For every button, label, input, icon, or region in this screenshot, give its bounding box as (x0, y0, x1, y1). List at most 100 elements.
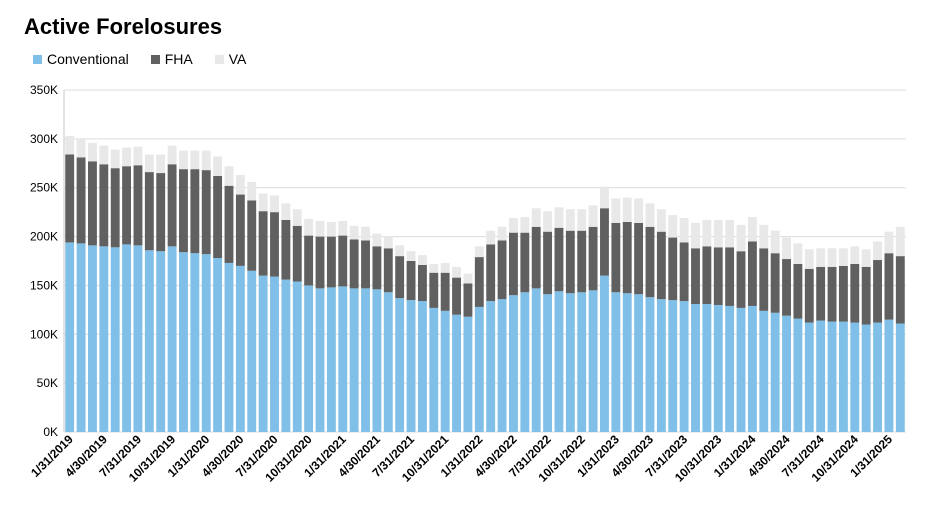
bar-fha-57 (713, 247, 723, 305)
bar-conventional-49 (622, 293, 632, 432)
bar-fha-53 (668, 237, 678, 301)
bar-conventional-2 (88, 245, 97, 432)
bar-conventional-30 (406, 300, 416, 432)
bar-fha-68 (838, 265, 848, 322)
bar-va-63 (782, 237, 791, 260)
bar-va-64 (793, 243, 803, 264)
bar-va-54 (679, 218, 689, 243)
bar-conventional-60 (747, 305, 757, 432)
bar-fha-29 (395, 256, 405, 299)
bar-fha-12 (201, 170, 211, 255)
bar-conventional-0 (65, 242, 75, 432)
bar-fha-36 (474, 257, 484, 307)
bar-conventional-68 (838, 321, 848, 432)
bar-conventional-31 (417, 301, 427, 432)
bar-fha-17 (258, 211, 268, 276)
bar-va-18 (270, 195, 279, 213)
bar-conventional-67 (827, 321, 837, 432)
y-tick-label: 250K (30, 181, 58, 195)
bar-fha-73 (895, 256, 905, 324)
bar-fha-43 (554, 227, 564, 292)
bar-va-44 (565, 209, 575, 231)
bar-conventional-42 (543, 294, 553, 432)
bar-conventional-3 (99, 246, 109, 432)
bar-va-20 (292, 209, 302, 226)
bar-va-16 (247, 181, 257, 201)
bar-va-14 (224, 166, 234, 186)
legend-label-va: VA (228, 51, 247, 67)
bar-va-72 (884, 231, 894, 254)
bar-fha-70 (861, 266, 871, 325)
bar-conventional-17 (258, 275, 268, 432)
bar-fha-71 (873, 260, 882, 323)
bar-va-37 (486, 230, 496, 245)
bar-conventional-62 (770, 312, 780, 432)
bar-conventional-29 (395, 298, 405, 432)
bar-fha-2 (88, 161, 97, 246)
bar-conventional-19 (281, 279, 291, 432)
bar-va-3 (99, 145, 109, 165)
bar-conventional-53 (668, 300, 678, 432)
bar-conventional-66 (816, 320, 826, 432)
bar-va-51 (645, 203, 655, 227)
bar-va-59 (736, 224, 746, 252)
bar-fha-33 (440, 272, 450, 311)
bar-va-28 (383, 236, 393, 249)
bar-conventional-43 (554, 291, 564, 432)
bar-va-73 (895, 226, 905, 257)
bar-fha-16 (247, 200, 257, 271)
bar-va-39 (509, 218, 518, 233)
bar-conventional-18 (270, 276, 279, 432)
bar-fha-63 (782, 259, 791, 316)
bar-fha-45 (577, 230, 587, 293)
bar-fha-40 (520, 232, 530, 293)
bar-conventional-25 (349, 288, 359, 432)
bar-va-9 (167, 145, 177, 165)
bar-fha-41 (531, 226, 541, 289)
bar-va-26 (361, 226, 370, 241)
bar-fha-44 (565, 230, 575, 294)
bar-conventional-38 (497, 299, 507, 432)
bar-va-34 (452, 266, 461, 278)
bar-fha-18 (270, 212, 279, 277)
bar-conventional-56 (702, 303, 712, 432)
bar-fha-27 (372, 246, 382, 290)
bar-fha-37 (486, 244, 496, 302)
bar-fha-59 (736, 251, 746, 308)
bar-va-0 (65, 135, 75, 155)
bar-fha-14 (224, 185, 234, 263)
bar-fha-50 (634, 222, 644, 295)
bar-va-42 (543, 211, 553, 232)
bar-fha-7 (144, 172, 154, 251)
bar-conventional-4 (110, 247, 120, 432)
bar-fha-56 (702, 246, 712, 304)
bar-fha-13 (213, 175, 223, 259)
bar-fha-64 (793, 263, 803, 319)
bar-fha-49 (622, 221, 632, 294)
bar-fha-21 (304, 235, 314, 286)
bar-va-40 (520, 217, 530, 233)
bar-fha-46 (588, 226, 598, 291)
bar-fha-30 (406, 261, 416, 301)
bar-va-17 (258, 193, 268, 212)
bar-conventional-10 (179, 252, 188, 432)
bar-va-7 (144, 154, 154, 173)
bar-va-46 (588, 205, 598, 227)
bar-fha-52 (656, 231, 666, 300)
bar-conventional-44 (565, 293, 575, 432)
bar-va-41 (531, 208, 541, 227)
bar-fha-31 (417, 264, 427, 302)
bar-fha-72 (884, 253, 894, 320)
bar-va-19 (281, 203, 291, 220)
bar-fha-15 (235, 194, 245, 266)
bar-va-27 (372, 233, 382, 247)
bar-conventional-36 (474, 306, 484, 432)
bar-va-31 (417, 255, 427, 265)
legend-item-fha: FHA (150, 51, 193, 67)
bar-va-32 (429, 263, 439, 273)
bar-conventional-69 (850, 322, 860, 432)
bar-conventional-7 (144, 250, 154, 432)
bar-conventional-6 (133, 245, 143, 432)
bar-fha-5 (122, 166, 132, 245)
